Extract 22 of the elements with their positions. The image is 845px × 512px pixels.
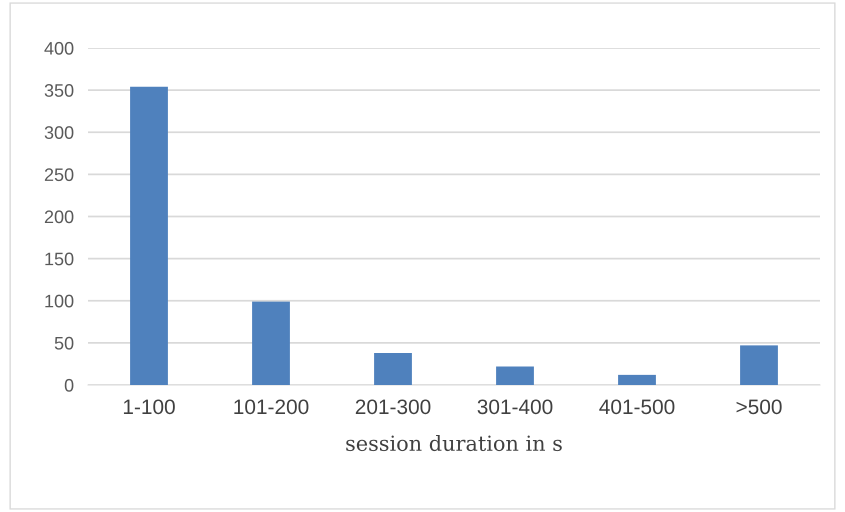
bar [618,374,656,385]
x-axis-title: session duration in s [346,434,562,452]
x-tick-label: 401-500 [599,399,674,414]
x-tick-label: >500 [736,399,782,414]
y-tick-label: 100 [45,294,74,308]
bar [374,352,412,385]
bar [740,345,778,385]
bar [252,302,290,385]
bar [130,86,168,385]
y-tick-label: 50 [54,336,74,350]
y-tick-label: 250 [44,168,74,182]
bar [496,366,534,385]
y-tick-label: 200 [44,210,74,224]
x-tick-label: 101-200 [234,399,308,414]
y-tick-label: 350 [44,84,74,97]
x-tick-label: 301-400 [478,399,552,414]
y-tick-label: 300 [44,126,74,139]
y-tick-label: 400 [44,42,74,55]
x-tick-label: 1-100 [124,399,175,414]
y-tick-label: 0 [64,378,74,392]
y-tick-label: 150 [45,252,74,266]
x-tick-label: 201-300 [356,399,430,414]
